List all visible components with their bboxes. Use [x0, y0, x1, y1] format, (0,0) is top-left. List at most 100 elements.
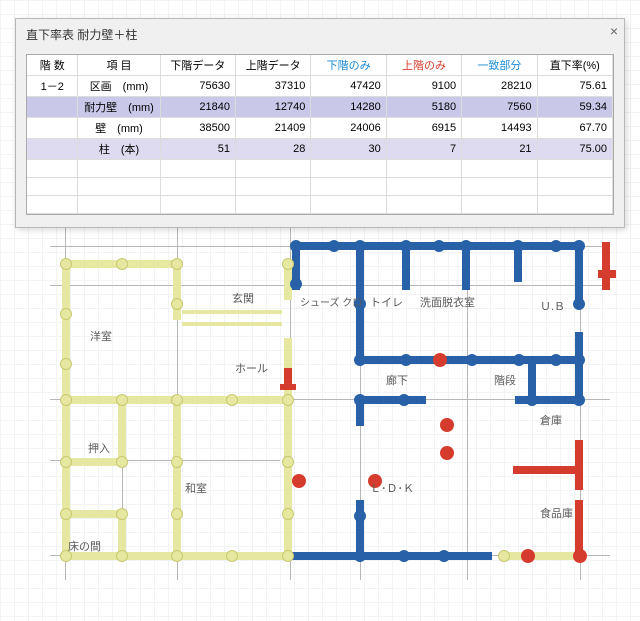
wall-blue [575, 332, 583, 400]
cell: 5180 [386, 97, 461, 118]
node-yellow [282, 550, 294, 562]
node-yellow [116, 508, 128, 520]
cell: 51 [160, 139, 235, 160]
table-row [27, 178, 613, 196]
cell: 6915 [386, 118, 461, 139]
center-line [467, 240, 468, 580]
node-yellow [282, 394, 294, 406]
cell: 9100 [386, 76, 461, 97]
cell: 24006 [311, 118, 386, 139]
node-yellow [171, 456, 183, 468]
room-label: 階段 [494, 372, 516, 388]
cell: 12740 [236, 97, 311, 118]
col-header: 下階データ [160, 55, 235, 76]
cell: 7 [386, 139, 461, 160]
node-red [440, 446, 454, 460]
room-label: 洋室 [90, 328, 112, 344]
wall-yellow [182, 310, 282, 314]
cell: 21840 [160, 97, 235, 118]
node-yellow [60, 358, 72, 370]
cell: 75630 [160, 76, 235, 97]
node-yellow [60, 394, 72, 406]
node-blue [513, 354, 525, 366]
node-blue [550, 240, 562, 252]
cell: 75.00 [537, 139, 612, 160]
node-blue [573, 298, 585, 310]
room-label: Ｕ.Ｂ [540, 298, 565, 314]
table-row [27, 196, 613, 214]
room-label: 食品庫 [540, 505, 573, 521]
cell: 21409 [236, 118, 311, 139]
node-blue [398, 550, 410, 562]
node-blue [400, 240, 412, 252]
cell [78, 160, 160, 178]
cell [537, 196, 612, 214]
wall-blue [468, 356, 583, 364]
cell [311, 196, 386, 214]
cell: 14280 [311, 97, 386, 118]
node-yellow [171, 298, 183, 310]
cell [27, 97, 78, 118]
node-yellow [282, 456, 294, 468]
node-yellow [60, 508, 72, 520]
node-yellow [282, 508, 294, 520]
node-blue [290, 240, 302, 252]
node-yellow [60, 456, 72, 468]
cell [462, 196, 537, 214]
cell: 28210 [462, 76, 537, 97]
cell [27, 178, 78, 196]
cell: 21 [462, 139, 537, 160]
wall-blue [356, 356, 476, 364]
room-label: 廊下 [386, 372, 408, 388]
table-body: 1－2区画 (mm)75630373104742091002821075.61耐… [27, 76, 613, 214]
wall-yellow [500, 552, 580, 560]
dialog-title: 直下率表 耐力壁＋柱 [16, 19, 624, 50]
node-blue [466, 354, 478, 366]
cell [78, 196, 160, 214]
col-header: 直下率(%) [537, 55, 612, 76]
cell: 柱 (本) [78, 139, 160, 160]
room-label: 玄関 [232, 290, 254, 306]
room-label: 押入 [88, 440, 110, 456]
close-icon[interactable]: × [610, 23, 618, 39]
cell [27, 139, 78, 160]
node-blue [354, 354, 366, 366]
wall-red [280, 384, 296, 390]
node-blue [354, 394, 366, 406]
room-label: 和室 [185, 480, 207, 496]
cell: 壁 (mm) [78, 118, 160, 139]
cell: 75.61 [537, 76, 612, 97]
cell [462, 160, 537, 178]
col-header: 一致部分 [462, 55, 537, 76]
cell: 47420 [311, 76, 386, 97]
node-blue [573, 240, 585, 252]
node-yellow [171, 258, 183, 270]
node-blue [550, 354, 562, 366]
col-header: 階 数 [27, 55, 78, 76]
rate-table-dialog: 直下率表 耐力壁＋柱 × 階 数項 目下階データ上階データ下階のみ上階のみ一致部… [15, 18, 625, 228]
node-yellow [282, 258, 294, 270]
wall-yellow [284, 396, 292, 560]
room-label: 床の間 [68, 538, 101, 554]
rate-table: 階 数項 目下階データ上階データ下階のみ上階のみ一致部分直下率(%) 1－2区画… [27, 55, 613, 214]
table-row: 耐力壁 (mm)2184012740142805180756059.34 [27, 97, 613, 118]
table-row: 1－2区画 (mm)75630373104742091002821075.61 [27, 76, 613, 97]
node-yellow [60, 308, 72, 320]
cell [386, 160, 461, 178]
cell [27, 118, 78, 139]
wall-blue [292, 552, 492, 560]
wall-red [513, 466, 581, 474]
wall-red [598, 270, 616, 278]
node-blue [354, 240, 366, 252]
node-blue [354, 550, 366, 562]
col-header: 項 目 [78, 55, 160, 76]
node-blue [573, 354, 585, 366]
node-blue [290, 278, 302, 290]
wall-red [602, 242, 610, 290]
cell: 耐力壁 (mm) [78, 97, 160, 118]
node-blue [512, 240, 524, 252]
room-label: Ｌ･Ｄ･Ｋ [370, 480, 414, 496]
cell [236, 196, 311, 214]
cell [537, 160, 612, 178]
cell: 14493 [462, 118, 537, 139]
